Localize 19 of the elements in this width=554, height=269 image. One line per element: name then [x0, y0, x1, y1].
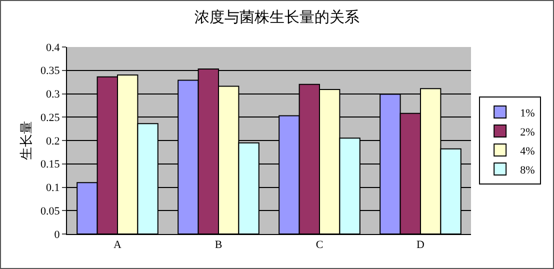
legend-label: 2%: [520, 126, 535, 138]
legend-label: 4%: [520, 145, 535, 158]
y-tick-label: 0.4: [46, 42, 60, 54]
legend-label: 1%: [520, 107, 535, 120]
y-tick-label: 0.15: [40, 158, 60, 171]
chart-title: 浓度与菌株生长量的关系: [194, 9, 360, 26]
x-tick-label: A: [114, 239, 122, 252]
y-tick-label: 0.25: [40, 112, 60, 124]
y-tick-label: 0.05: [40, 205, 60, 218]
y-tick-label: 0: [54, 228, 60, 241]
y-tick-label: 0.3: [46, 88, 60, 101]
x-tick-label: D: [416, 239, 425, 252]
x-tick-label: C: [316, 239, 324, 252]
y-axis-title: 生长量: [18, 121, 34, 160]
x-tick-label: B: [214, 239, 222, 252]
y-tick-label: 0.1: [46, 182, 60, 194]
y-tick-label: 0.35: [40, 65, 60, 78]
legend-label: 8%: [520, 164, 535, 176]
y-tick-label: 0.2: [46, 135, 60, 148]
